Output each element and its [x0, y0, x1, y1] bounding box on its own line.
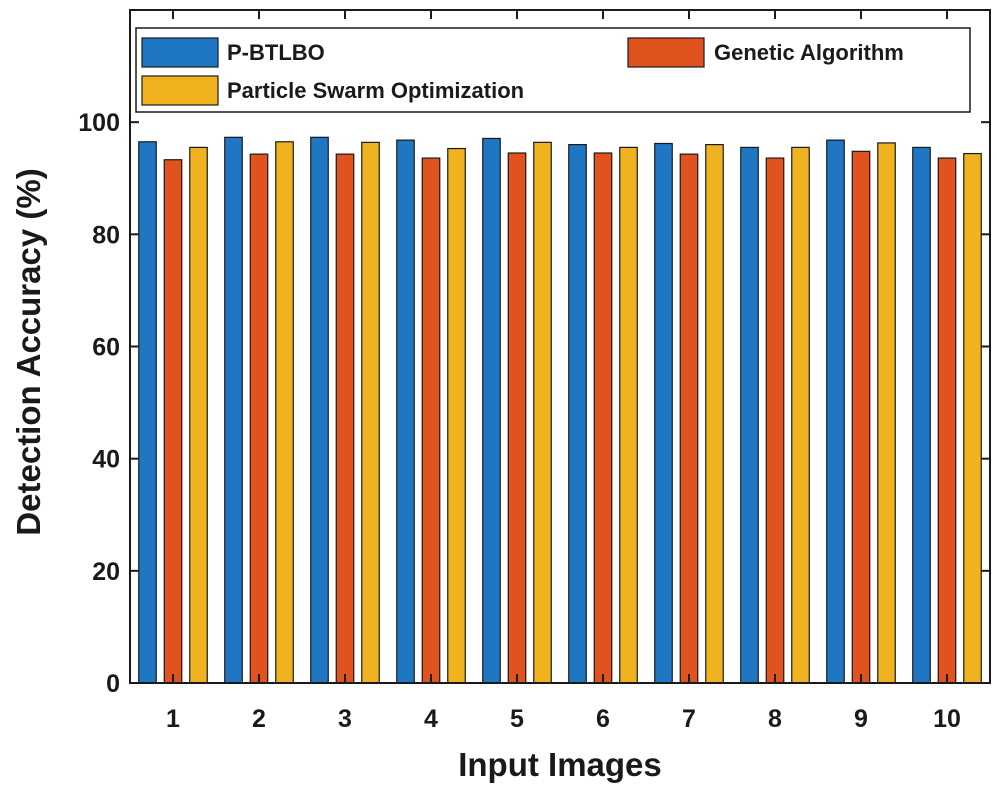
- legend-swatch-p-btlbo: [141, 37, 219, 68]
- x-tick-label-7: 7: [682, 705, 696, 733]
- bar-genetic-algorithm-9: [851, 150, 871, 684]
- y-tick-label-80: 80: [92, 221, 120, 249]
- bar-particle-swarm-optimization-9: [877, 142, 896, 684]
- x-tick-label-9: 9: [854, 705, 868, 733]
- bar-particle-swarm-optimization-10: [963, 152, 982, 684]
- x-tick-label-6: 6: [596, 705, 610, 733]
- bar-p-btlbo-6: [568, 144, 587, 684]
- bar-p-btlbo-1: [138, 141, 157, 684]
- legend-box: [135, 27, 971, 113]
- bar-p-btlbo-3: [310, 136, 329, 684]
- x-tick-label-8: 8: [768, 705, 782, 733]
- bar-p-btlbo-8: [740, 146, 759, 684]
- y-axis-label: Detection Accuracy (%): [10, 168, 47, 535]
- bar-genetic-algorithm-5: [507, 152, 527, 684]
- bar-particle-swarm-optimization-6: [619, 146, 638, 684]
- x-tick-label-2: 2: [252, 705, 266, 733]
- y-tick-label-40: 40: [92, 446, 120, 474]
- y-tick-label-100: 100: [78, 109, 120, 137]
- bars-group: [138, 136, 982, 684]
- x-axis-label: Input Images: [458, 746, 662, 783]
- bar-particle-swarm-optimization-3: [361, 141, 380, 684]
- plot-area-frame: [129, 9, 991, 684]
- legend-label-genetic-algorithm: Genetic Algorithm: [714, 40, 904, 65]
- legend-swatch-genetic-algorithm: [627, 37, 705, 68]
- legend-label-particle-swarm: Particle Swarm Optimization: [227, 78, 524, 103]
- bar-particle-swarm-optimization-4: [447, 147, 466, 684]
- bar-particle-swarm-optimization-1: [189, 146, 208, 684]
- legend: P-BTLBO Genetic Algorithm Particle Swarm…: [135, 27, 971, 113]
- bar-particle-swarm-optimization-8: [791, 146, 810, 684]
- bar-genetic-algorithm-10: [937, 157, 957, 684]
- bar-genetic-algorithm-6: [593, 152, 613, 684]
- x-tick-label-1: 1: [166, 705, 180, 733]
- y-tick-label-0: 0: [106, 670, 120, 698]
- y-tick-label-20: 20: [92, 558, 120, 586]
- x-tick-label-3: 3: [338, 705, 352, 733]
- bar-genetic-algorithm-1: [163, 159, 183, 684]
- legend-swatch-particle-swarm: [141, 75, 219, 106]
- x-tick-label-10: 10: [933, 705, 961, 733]
- bar-particle-swarm-optimization-5: [533, 141, 552, 684]
- y-tick-label-60: 60: [92, 334, 120, 362]
- bar-genetic-algorithm-7: [679, 153, 699, 684]
- legend-label-p-btlbo: P-BTLBO: [227, 40, 325, 65]
- bar-particle-swarm-optimization-2: [275, 141, 294, 684]
- bar-p-btlbo-4: [396, 139, 415, 684]
- bar-p-btlbo-7: [654, 142, 673, 684]
- bar-p-btlbo-2: [224, 136, 243, 684]
- bar-p-btlbo-5: [482, 137, 501, 684]
- bar-p-btlbo-10: [912, 146, 931, 684]
- bar-genetic-algorithm-8: [765, 157, 785, 684]
- bar-p-btlbo-9: [826, 139, 845, 684]
- x-tick-label-4: 4: [424, 705, 438, 733]
- bar-genetic-algorithm-3: [335, 153, 355, 684]
- x-tick-label-5: 5: [510, 705, 524, 733]
- ticks-group: 0 20 40 60 80 100 1 2 3 4 5 6 7 8 9 10: [78, 10, 990, 733]
- bar-genetic-algorithm-2: [249, 153, 269, 684]
- bar-genetic-algorithm-4: [421, 157, 441, 684]
- bar-particle-swarm-optimization-7: [705, 144, 724, 684]
